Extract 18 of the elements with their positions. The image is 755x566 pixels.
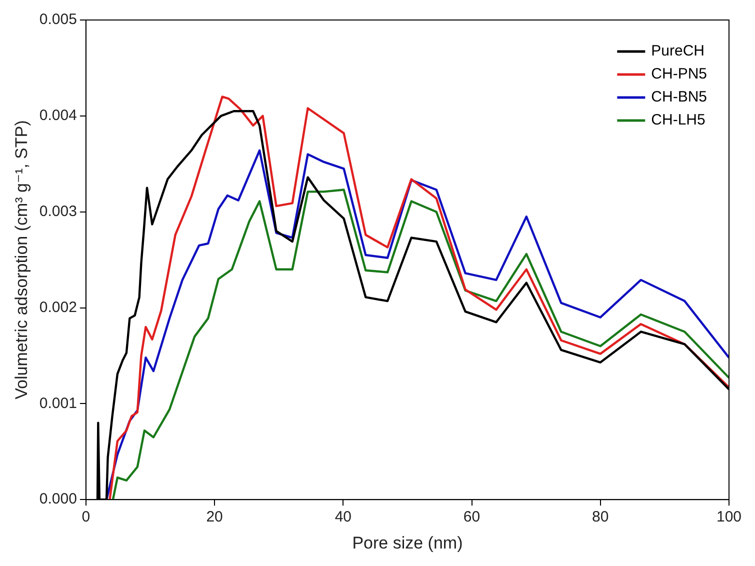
legend-label: CH-LH5: [651, 112, 706, 129]
y-tick-label: 0.002: [39, 298, 77, 316]
x-tick-label: 100: [716, 508, 742, 526]
x-tick-label: 60: [463, 508, 480, 526]
y-tick-label: 0.005: [39, 11, 77, 28]
y-tick-label: 0.001: [39, 394, 77, 412]
x-tick-label: 20: [206, 508, 223, 526]
y-tick-label: 0.003: [39, 202, 77, 220]
y-tick-label: 0.004: [39, 107, 77, 124]
y-axis-title: Volumetric adsorption (cm³ g⁻¹, STP): [12, 120, 31, 400]
x-axis-title: Pore size (nm): [352, 533, 463, 552]
legend-label: PureCH: [651, 42, 705, 60]
x-tick-label: 0: [82, 508, 90, 526]
x-tick-label: 40: [334, 508, 352, 526]
legend-label: CH-BN5: [651, 88, 708, 106]
x-tick-label: 80: [592, 508, 609, 526]
y-tick-label: 0.000: [39, 490, 77, 508]
legend-label: CH-PN5: [651, 66, 708, 83]
